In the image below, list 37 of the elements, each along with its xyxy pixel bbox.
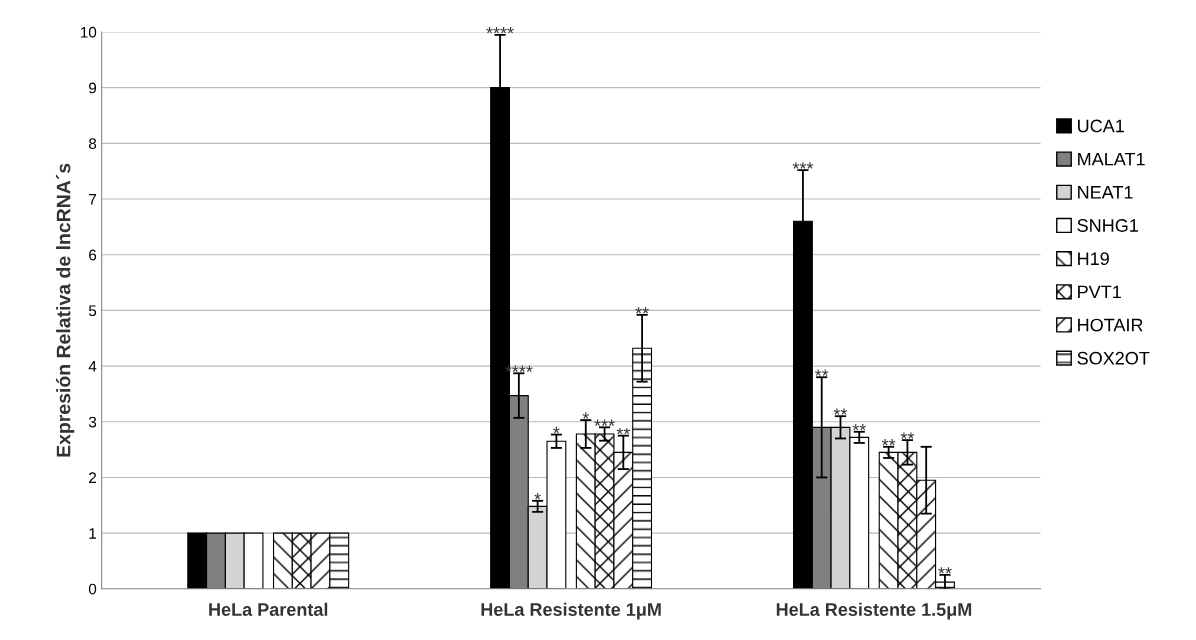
data-label: ** bbox=[833, 408, 848, 415]
legend-label: MALAT1 bbox=[1078, 152, 1145, 166]
data-label: * bbox=[534, 493, 541, 500]
y-tick-label: 10 bbox=[80, 26, 97, 38]
data-label: * bbox=[582, 412, 590, 419]
data-label: ** bbox=[852, 424, 866, 431]
y-tick-label: 5 bbox=[88, 305, 97, 317]
x-tick-label: HeLa Parental bbox=[209, 602, 328, 616]
legend-label: NEAT1 bbox=[1078, 186, 1133, 199]
data-label: ** bbox=[900, 432, 915, 439]
y-tick-label: 8 bbox=[88, 138, 97, 150]
data-label: ** bbox=[616, 427, 631, 435]
y-tick-label: 6 bbox=[89, 249, 97, 261]
legend-label: PVT1 bbox=[1078, 285, 1121, 299]
y-tick-label: 4 bbox=[88, 361, 97, 372]
y-tick-label: 0 bbox=[88, 583, 97, 595]
legend-label: SNHG1 bbox=[1077, 219, 1138, 232]
data-label: *** bbox=[594, 419, 615, 426]
data-label: ** bbox=[635, 307, 649, 314]
legend-label: UCA1 bbox=[1078, 119, 1124, 133]
y-tick-label: 3 bbox=[88, 416, 97, 428]
legend-label: H19 bbox=[1078, 252, 1109, 266]
y-tick-label: 1 bbox=[89, 528, 97, 539]
y-tick-label: 9 bbox=[89, 82, 97, 94]
data-label: * bbox=[553, 426, 560, 434]
x-tick-label: HeLa Resistente 1.5μM bbox=[776, 602, 972, 620]
data-label: ** bbox=[814, 369, 829, 376]
legend-label: SOX2OT bbox=[1077, 351, 1150, 365]
data-label: ** bbox=[938, 567, 952, 574]
x-tick-label: HeLa Resistente 1μM bbox=[481, 602, 661, 620]
y-tick-label: 2 bbox=[89, 472, 97, 483]
data-label: ** bbox=[881, 439, 896, 446]
y-axis-title: Expresión Relativa de lncRNA´s bbox=[55, 163, 75, 457]
y-tick-label: 7 bbox=[89, 194, 97, 205]
legend-label: HOTAIR bbox=[1078, 318, 1143, 332]
data-label: *** bbox=[792, 162, 814, 169]
data-label: **** bbox=[486, 27, 514, 34]
